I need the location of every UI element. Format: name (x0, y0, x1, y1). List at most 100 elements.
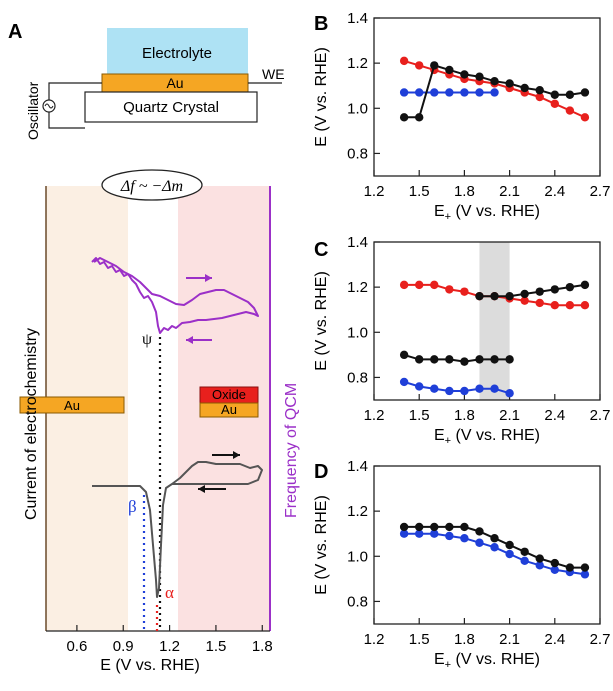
data-point (565, 106, 575, 115)
data-point (399, 522, 409, 532)
data-point (475, 291, 484, 301)
data-point (505, 549, 514, 559)
we-label: WE (262, 66, 285, 82)
data-point (475, 527, 484, 536)
data-point (460, 357, 469, 366)
x-axis-label-rest: (V vs. RHE) (451, 203, 540, 220)
panel-d: D 0.8 1.0 1.2 1.4 1.2 1.5 1.8 2.1 2.4 2.7 E (V vs. … (313, 458, 610, 671)
panel-label-a: A (8, 21, 22, 43)
data-point (475, 538, 484, 547)
data-point (550, 301, 559, 310)
y-tick-label: 1.0 (347, 548, 368, 565)
x-axis-label-main: E (434, 203, 445, 220)
data-point (565, 301, 575, 310)
data-point (565, 282, 575, 292)
x-tick-label: 1.8 (454, 631, 475, 648)
data-point (535, 92, 544, 102)
data-point (550, 565, 559, 575)
data-point (535, 287, 544, 296)
data-point (445, 65, 454, 75)
data-point (445, 285, 454, 294)
data-point (445, 88, 454, 97)
x-axis-label-rest: (V vs. RHE) (451, 427, 540, 444)
x-tick-label: 1.8 (454, 183, 475, 200)
data-point (415, 113, 424, 122)
data-point (460, 522, 469, 532)
data-point (430, 529, 439, 538)
y-axis-label: E (V vs. RHE) (313, 271, 330, 371)
left-axis-label: Current of electrochemistry (23, 328, 40, 520)
x-axis-label: E+ (V vs. RHE) (434, 651, 540, 671)
psi-label: ψ (142, 331, 152, 348)
arrow-head-backward-cv (198, 485, 205, 493)
data-point (475, 384, 484, 393)
y-axis-label: E (V vs. RHE) (313, 495, 330, 595)
arrow-head-forward-qcm (205, 274, 212, 282)
balloon (101, 169, 203, 201)
data-point (535, 561, 544, 570)
panel-a: A Electrolyte Au Quartz Crystal WE Oscil… (8, 21, 300, 674)
x-tick-label: 2.4 (544, 631, 565, 648)
data-point (415, 529, 424, 538)
data-point (580, 563, 590, 572)
panel-label-c: C (314, 239, 328, 261)
electrolyte-label: Electrolyte (142, 45, 212, 62)
data-point (399, 280, 409, 290)
qcm-schematic: Electrolyte Au Quartz Crystal WE Oscilla… (25, 28, 285, 140)
data-point (415, 280, 424, 290)
au-box-label: Au (64, 398, 80, 413)
data-point (490, 88, 499, 97)
data-point (490, 355, 499, 364)
data-point (490, 77, 499, 86)
data-point (505, 540, 514, 550)
cv-trace (92, 461, 263, 598)
plot-frame (373, 17, 601, 177)
data-point (430, 88, 439, 97)
data-point (445, 386, 454, 396)
x-axis-label: E+ (V vs. RHE) (434, 203, 540, 223)
y-tick-label: 1.4 (347, 10, 368, 27)
x-tick-label: 2.7 (590, 407, 611, 424)
x-tick-label: 1.2 (364, 631, 385, 648)
data-point (460, 287, 469, 296)
data-point (490, 384, 499, 393)
panel-c: C 0.8 1.0 1.2 1.4 1.2 1.5 1.8 2.1 2.4 2.7 E (V vs. … (313, 234, 610, 447)
data-point (505, 355, 514, 364)
y-tick-label: 1.4 (347, 458, 368, 475)
data-point (490, 291, 499, 301)
plot-frame (373, 241, 601, 401)
x-axis-label-sub: + (445, 659, 451, 671)
x-axis-label-main: E (434, 651, 445, 668)
data-point (535, 86, 544, 95)
data-point (430, 384, 439, 393)
x-tick-label: 2.1 (499, 631, 520, 648)
y-tick-label: 0.8 (347, 369, 368, 386)
data-point (399, 88, 409, 97)
data-point (415, 522, 424, 532)
data-point (520, 289, 529, 299)
x-tick-label: 1.2 (159, 638, 180, 655)
x-tick-label: 2.1 (499, 183, 520, 200)
oscillator-label: Oscillator (25, 81, 41, 140)
data-point (399, 350, 409, 360)
data-point (445, 531, 454, 541)
data-point (399, 377, 409, 387)
au-under-oxide-label: Au (221, 402, 237, 417)
data-point (445, 522, 454, 532)
data-point (475, 355, 484, 364)
data-point (415, 382, 424, 391)
data-point (430, 61, 439, 70)
y-tick-label: 0.8 (347, 145, 368, 162)
x-tick-label: 2.7 (590, 631, 611, 648)
x-tick-label: 2.4 (544, 407, 565, 424)
data-point (475, 88, 484, 97)
data-point (580, 301, 590, 310)
right-axis-label: Frequency of QCM (283, 383, 300, 518)
data-point (580, 570, 590, 579)
data-point (460, 88, 469, 97)
quartz-crystal-label: Quartz Crystal (123, 99, 219, 116)
data-point (520, 556, 529, 565)
x-tick-label: 0.6 (66, 638, 87, 655)
data-point (505, 389, 514, 398)
